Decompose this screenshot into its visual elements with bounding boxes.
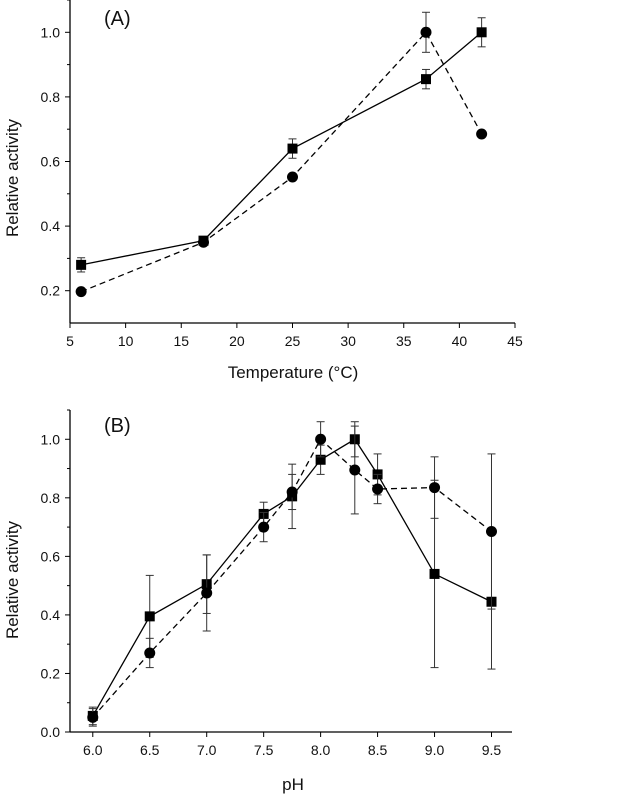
circle-marker [429, 482, 441, 494]
x-tick-label: 30 [340, 333, 356, 349]
x-tick-label: 35 [396, 333, 412, 349]
circle-marker [485, 525, 497, 537]
y-tick-label: 0.4 [41, 218, 61, 234]
y-tick-label: 0.8 [41, 89, 61, 105]
x-tick-label: 10 [118, 333, 134, 349]
x-tick-label: 15 [173, 333, 189, 349]
y-tick-label: 1.0 [41, 24, 61, 40]
circle-marker [349, 464, 361, 476]
x-tick-label: 9.5 [482, 742, 502, 758]
x-tick-label: 7.0 [197, 742, 217, 758]
circle-marker [75, 286, 87, 298]
x-tick-label: 5 [66, 333, 74, 349]
y-tick-label: 0.6 [41, 548, 61, 564]
y-axis-label-a: Relative activity [3, 118, 22, 237]
panel-a-temperature-chart: (A) Temperature (°C) Relative activity 5… [3, 0, 523, 382]
x-tick-label: 45 [507, 333, 523, 349]
square-marker [144, 611, 155, 622]
x-tick-label: 8.5 [368, 742, 388, 758]
x-tick-label: 6.5 [140, 742, 160, 758]
square-marker [476, 27, 487, 38]
squares-solid-line [80, 31, 483, 266]
circle-marker [287, 171, 298, 183]
x-tick-label: 7.5 [254, 742, 274, 758]
circle-marker [201, 587, 213, 599]
panel-b-ph-chart: (B) pH Relative activity 6.0 6.5 7.0 7.5 8.0… [3, 409, 512, 794]
y-tick-label: 0.0 [41, 724, 61, 740]
square-marker [76, 259, 87, 270]
x-tick-label: 20 [229, 333, 245, 349]
y-tick-label: 0.2 [41, 665, 61, 681]
circle-marker [476, 128, 488, 140]
circle-marker [87, 711, 99, 723]
y-axis-label-b: Relative activity [3, 520, 22, 639]
y-tick-label: 0.8 [41, 490, 61, 506]
y-tick-label: 0.2 [41, 283, 61, 299]
x-tick-label: 8.0 [311, 742, 331, 758]
y-tick-label: 1.0 [41, 431, 61, 447]
panel-label-a: (A) [104, 8, 131, 30]
circle-marker [420, 26, 432, 38]
y-tick-label: 0.4 [41, 607, 61, 623]
x-tick-label: 25 [285, 333, 301, 349]
squares-solid-line [92, 438, 492, 717]
y-tick-label: 0.6 [41, 154, 61, 170]
circle-marker [258, 521, 270, 533]
x-axis-label-b: pH [282, 775, 304, 794]
circle-marker [198, 236, 209, 248]
circle-marker [315, 433, 327, 445]
panel-label-b: (B) [104, 415, 131, 437]
x-tick-label: 40 [452, 333, 468, 349]
circle-marker [144, 647, 156, 659]
circle-marker [372, 483, 384, 495]
x-axis-label-a: Temperature (°C) [228, 363, 359, 382]
x-tick-label: 6.0 [83, 742, 103, 758]
square-marker [315, 454, 326, 465]
x-tick-label: 9.0 [425, 742, 445, 758]
square-marker [287, 143, 298, 154]
circle-marker [286, 486, 298, 498]
square-marker [429, 568, 440, 579]
square-marker [421, 74, 431, 85]
circles-dashed-line [92, 438, 492, 718]
